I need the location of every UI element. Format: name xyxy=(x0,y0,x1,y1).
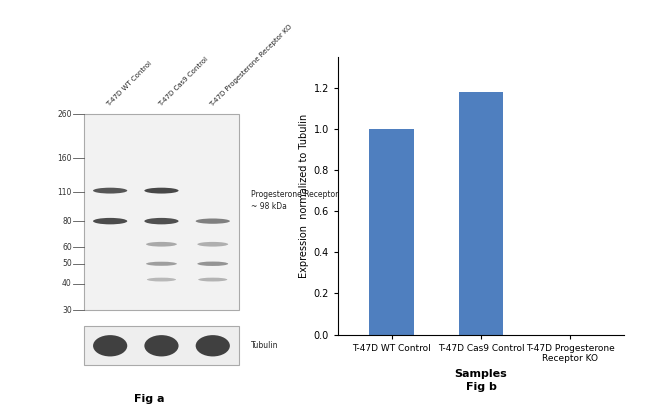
Text: T-47D WT Control: T-47D WT Control xyxy=(106,61,153,108)
Bar xyxy=(84,326,239,365)
Text: Fig a: Fig a xyxy=(135,394,164,404)
Text: 80: 80 xyxy=(62,217,72,226)
Text: 260: 260 xyxy=(57,110,72,119)
Text: 40: 40 xyxy=(62,279,72,288)
Text: 50: 50 xyxy=(62,259,72,268)
Text: 30: 30 xyxy=(62,306,72,315)
Bar xyxy=(459,92,503,335)
Ellipse shape xyxy=(198,242,228,246)
Ellipse shape xyxy=(146,262,177,266)
Text: 110: 110 xyxy=(57,188,72,197)
Text: 160: 160 xyxy=(57,154,72,163)
Ellipse shape xyxy=(93,335,127,357)
Ellipse shape xyxy=(198,278,228,282)
Text: T-47D Cas9 Control: T-47D Cas9 Control xyxy=(157,56,209,108)
Ellipse shape xyxy=(93,188,127,193)
Text: Fig b: Fig b xyxy=(465,381,497,392)
X-axis label: Samples: Samples xyxy=(454,368,508,379)
Bar xyxy=(84,114,239,310)
Text: Progesterone Receptor
~ 98 kDa: Progesterone Receptor ~ 98 kDa xyxy=(251,190,339,211)
Text: 60: 60 xyxy=(62,243,72,252)
Ellipse shape xyxy=(198,262,228,266)
Bar xyxy=(369,129,414,335)
Ellipse shape xyxy=(147,278,176,282)
Ellipse shape xyxy=(144,188,179,193)
Text: T-47D Progesterone Receptor KO: T-47D Progesterone Receptor KO xyxy=(209,24,293,108)
Ellipse shape xyxy=(196,335,230,357)
Ellipse shape xyxy=(146,242,177,246)
Text: Tubulin: Tubulin xyxy=(251,341,279,350)
Ellipse shape xyxy=(196,219,230,224)
Y-axis label: Expression  normalized to Tubulin: Expression normalized to Tubulin xyxy=(300,114,309,278)
Ellipse shape xyxy=(144,218,179,224)
Ellipse shape xyxy=(144,335,179,357)
Ellipse shape xyxy=(93,218,127,224)
